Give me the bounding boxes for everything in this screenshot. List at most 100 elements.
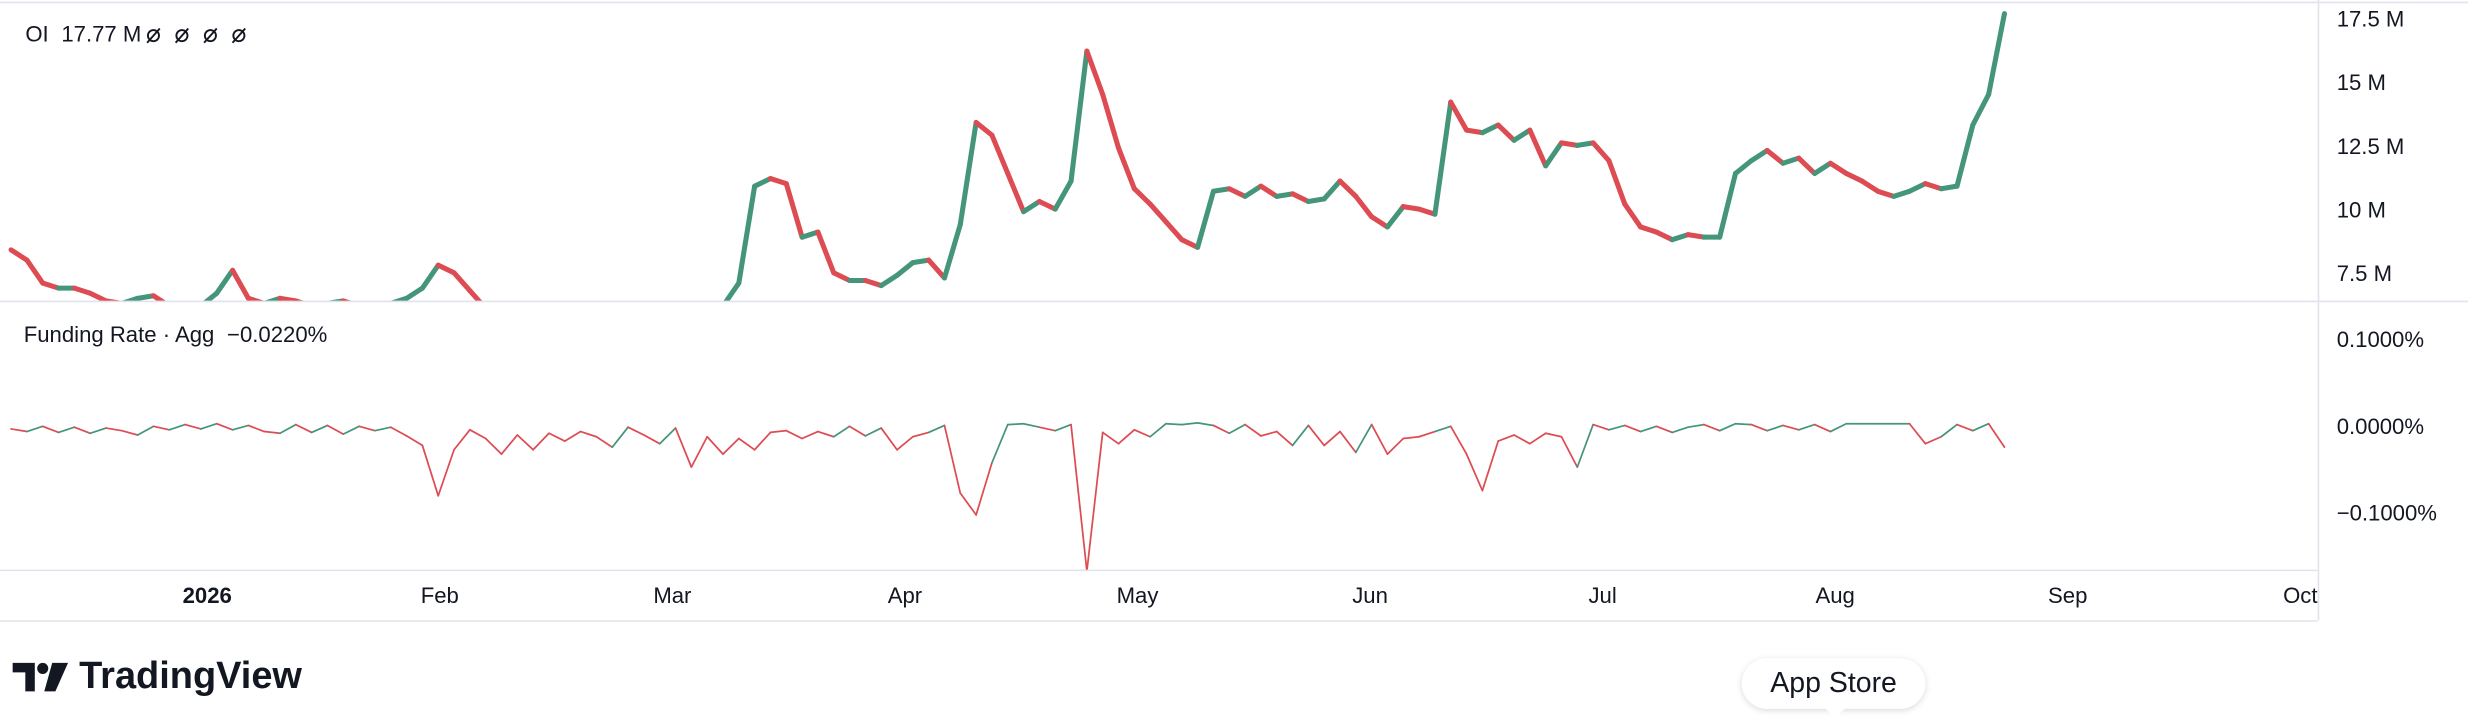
line-segment: [1195, 188, 1216, 250]
line-segment: [959, 492, 977, 516]
tooltip-label[interactable]: App Store: [1770, 667, 1897, 699]
line-segment: [1812, 160, 1833, 176]
line-segment: [1875, 188, 1897, 199]
line-segment: [1574, 140, 1596, 148]
line-segment: [1228, 423, 1246, 435]
line-segment: [1006, 422, 1025, 426]
line-segment: [1038, 426, 1057, 432]
line-segment: [1497, 434, 1515, 442]
line-segment: [1117, 428, 1136, 445]
line-segment: [1653, 229, 1675, 243]
line-segment: [120, 429, 139, 436]
line-segment: [643, 434, 661, 445]
line-segment: [1212, 424, 1231, 435]
line-segment: [1732, 158, 1754, 176]
line-segment: [1131, 186, 1153, 207]
line-segment: [1717, 170, 1739, 240]
line-segment: [1260, 430, 1278, 437]
line-segment: [1339, 430, 1357, 454]
line-segment: [1022, 422, 1041, 429]
line-segment: [1734, 422, 1753, 426]
line-segment: [184, 423, 202, 430]
line-segment: [264, 295, 283, 301]
line-segment: [658, 427, 677, 445]
line-segment: [484, 437, 503, 455]
line-segment: [910, 257, 932, 266]
legend-value: 17.77 M: [61, 21, 141, 46]
line-segment: [1400, 204, 1422, 212]
line-segment: [342, 425, 360, 436]
line-segment: [1449, 425, 1468, 455]
line-segment: [1305, 196, 1327, 205]
line-segment: [1133, 428, 1152, 438]
line-segment: [1608, 424, 1626, 431]
line-segment: [1036, 198, 1058, 212]
line-segment: [1321, 178, 1343, 202]
line-segment: [451, 270, 473, 294]
line-segment: [200, 422, 218, 430]
legend-title: OI: [25, 21, 48, 46]
legend-title: Funding Rate · Agg: [24, 322, 215, 347]
line-segment: [1907, 181, 1928, 194]
line-segment: [1052, 178, 1074, 212]
line-segment: [437, 448, 455, 497]
line-segment: [1590, 140, 1612, 164]
line-segment: [1275, 430, 1294, 447]
line-segment: [880, 427, 898, 451]
line-segment: [1495, 122, 1517, 143]
line-segment: [1448, 99, 1470, 133]
y-tick-label: 15 M: [2337, 70, 2386, 95]
line-segment: [294, 423, 313, 434]
time-tick-label: Oct: [2283, 583, 2317, 608]
line-segment: [8, 247, 30, 263]
line-segment: [595, 435, 614, 449]
line-segment: [1100, 91, 1122, 151]
line-segment: [548, 432, 566, 442]
line-segment: [864, 427, 883, 437]
time-tick-label: Mar: [653, 583, 691, 608]
line-segment: [1149, 422, 1167, 438]
line-segment: [989, 132, 1011, 176]
line-segment: [404, 285, 425, 301]
time-tick-label: Aug: [1815, 583, 1854, 608]
line-segment: [1685, 232, 1707, 240]
line-segment: [848, 425, 867, 437]
line-segment: [277, 295, 299, 301]
oi-pane: [8, 11, 2007, 301]
line-segment: [722, 437, 740, 455]
line-segment: [10, 428, 28, 433]
line-segment: [579, 430, 598, 438]
line-segment: [736, 183, 758, 286]
line-segment: [926, 257, 948, 281]
line-segment: [1084, 48, 1106, 97]
y-tick-label: 10 M: [2337, 198, 2386, 223]
line-segment: [911, 431, 930, 438]
line-segment: [1938, 183, 1960, 192]
line-segment: [24, 257, 46, 286]
line-segment: [1465, 453, 1484, 492]
line-segment: [41, 425, 60, 434]
line-segment: [563, 430, 582, 442]
line-segment: [1750, 423, 1769, 432]
app-store-tooltip[interactable]: App Store: [1741, 658, 1926, 719]
line-segment: [690, 435, 709, 469]
line-segment: [1354, 423, 1373, 454]
line-segment: [245, 295, 264, 301]
line-segment: [753, 431, 772, 451]
line-segment: [57, 426, 76, 434]
line-segment: [1687, 423, 1705, 429]
y-tick-label: 7.5 M: [2337, 261, 2392, 286]
line-segment: [973, 119, 995, 138]
line-segment: [310, 424, 329, 434]
line-segment: [1954, 122, 1976, 189]
funding-pane: [10, 421, 2006, 570]
line-segment: [1970, 91, 1992, 128]
line-segment: [878, 272, 900, 289]
line-segment: [1543, 140, 1565, 169]
line-segment: [419, 262, 441, 291]
time-tick-label: Sep: [2048, 583, 2087, 608]
line-segment: [723, 280, 742, 301]
line-segment: [453, 428, 471, 451]
line-segment: [1115, 145, 1137, 192]
